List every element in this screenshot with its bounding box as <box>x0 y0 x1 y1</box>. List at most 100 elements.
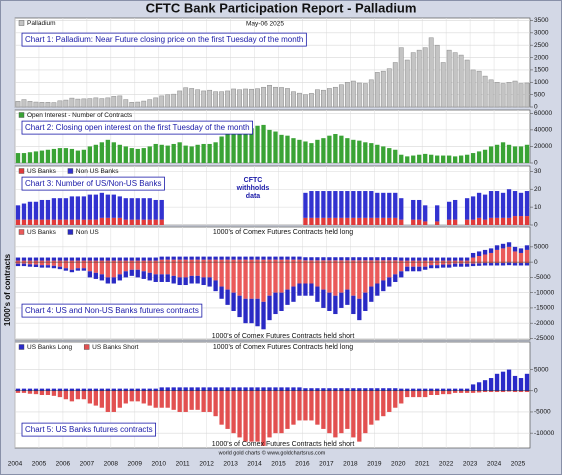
legend-swatch <box>67 168 74 174</box>
bar <box>315 388 320 391</box>
bar <box>33 264 39 268</box>
bar <box>129 262 134 270</box>
bar <box>129 198 134 220</box>
y-tick-label: -25000 <box>534 335 555 342</box>
bar <box>15 263 21 267</box>
bar <box>237 89 242 108</box>
bar <box>69 148 75 163</box>
bar <box>207 390 212 412</box>
bar <box>273 262 278 293</box>
bar <box>75 260 81 263</box>
bar <box>506 262 512 266</box>
bar <box>309 93 314 108</box>
bar <box>315 260 320 263</box>
bar <box>243 298 248 324</box>
x-tick-label: 2015 <box>271 461 286 468</box>
bar <box>339 390 344 434</box>
bar <box>285 390 290 429</box>
bar <box>285 387 290 391</box>
bar <box>315 286 320 302</box>
bar <box>153 199 158 220</box>
bar <box>363 388 368 391</box>
bar <box>231 387 236 391</box>
bar <box>351 257 356 261</box>
bar <box>518 248 524 253</box>
bar <box>93 262 98 273</box>
bar <box>447 257 452 261</box>
bar <box>500 83 506 108</box>
bar <box>368 79 374 108</box>
bar <box>309 388 314 391</box>
bar <box>375 260 380 263</box>
bar <box>423 266 428 270</box>
bar <box>237 259 242 263</box>
bar <box>500 248 506 263</box>
bar <box>524 191 530 217</box>
bar <box>458 262 464 264</box>
bar <box>99 98 105 108</box>
bar <box>494 217 500 225</box>
bar <box>93 97 99 108</box>
legend-swatch <box>18 229 25 235</box>
bar <box>231 292 236 311</box>
bar <box>33 151 39 163</box>
bar <box>63 148 69 163</box>
bar <box>57 148 63 163</box>
bar <box>171 143 176 163</box>
bar <box>273 292 278 315</box>
bar <box>500 142 506 163</box>
bar <box>482 149 488 163</box>
bar <box>387 192 392 218</box>
bar <box>33 390 39 395</box>
bar <box>45 149 51 163</box>
bar <box>105 262 110 278</box>
bar <box>482 254 488 263</box>
bar <box>303 192 308 218</box>
bar <box>411 390 416 398</box>
bar <box>201 390 206 412</box>
bar <box>429 388 434 391</box>
bar <box>75 150 81 163</box>
bar <box>441 155 446 163</box>
bar <box>291 390 296 425</box>
bar <box>69 390 75 402</box>
bar <box>141 390 146 404</box>
bar <box>357 257 362 261</box>
bar <box>129 257 134 261</box>
bar <box>279 262 284 293</box>
bar <box>458 257 464 261</box>
bar <box>387 260 392 263</box>
x-tick-label: 2023 <box>463 461 478 468</box>
bar <box>135 260 140 263</box>
bar <box>111 217 116 225</box>
bar <box>381 390 386 417</box>
bar <box>500 263 506 266</box>
bar <box>297 139 302 163</box>
bar <box>411 262 416 267</box>
bar <box>458 54 464 108</box>
legend-label: US Banks <box>27 229 57 236</box>
bar <box>69 257 75 261</box>
bar <box>267 390 272 438</box>
x-tick-label: 2009 <box>128 461 143 468</box>
bar <box>213 262 218 281</box>
bar <box>129 269 134 276</box>
bar <box>201 256 206 260</box>
bar <box>297 262 302 284</box>
bar <box>57 100 63 108</box>
bar <box>99 390 104 408</box>
y-tick-label: 40000 <box>534 127 552 134</box>
bar <box>380 70 386 108</box>
bar <box>357 140 362 163</box>
bar <box>435 390 440 395</box>
bar <box>15 257 21 261</box>
bar <box>363 217 368 225</box>
bar <box>177 277 182 286</box>
bar <box>27 262 33 265</box>
bar <box>458 390 464 393</box>
bar <box>339 262 344 293</box>
bar <box>57 257 63 261</box>
bar <box>123 390 128 404</box>
bar <box>243 129 248 163</box>
bar <box>63 257 69 261</box>
